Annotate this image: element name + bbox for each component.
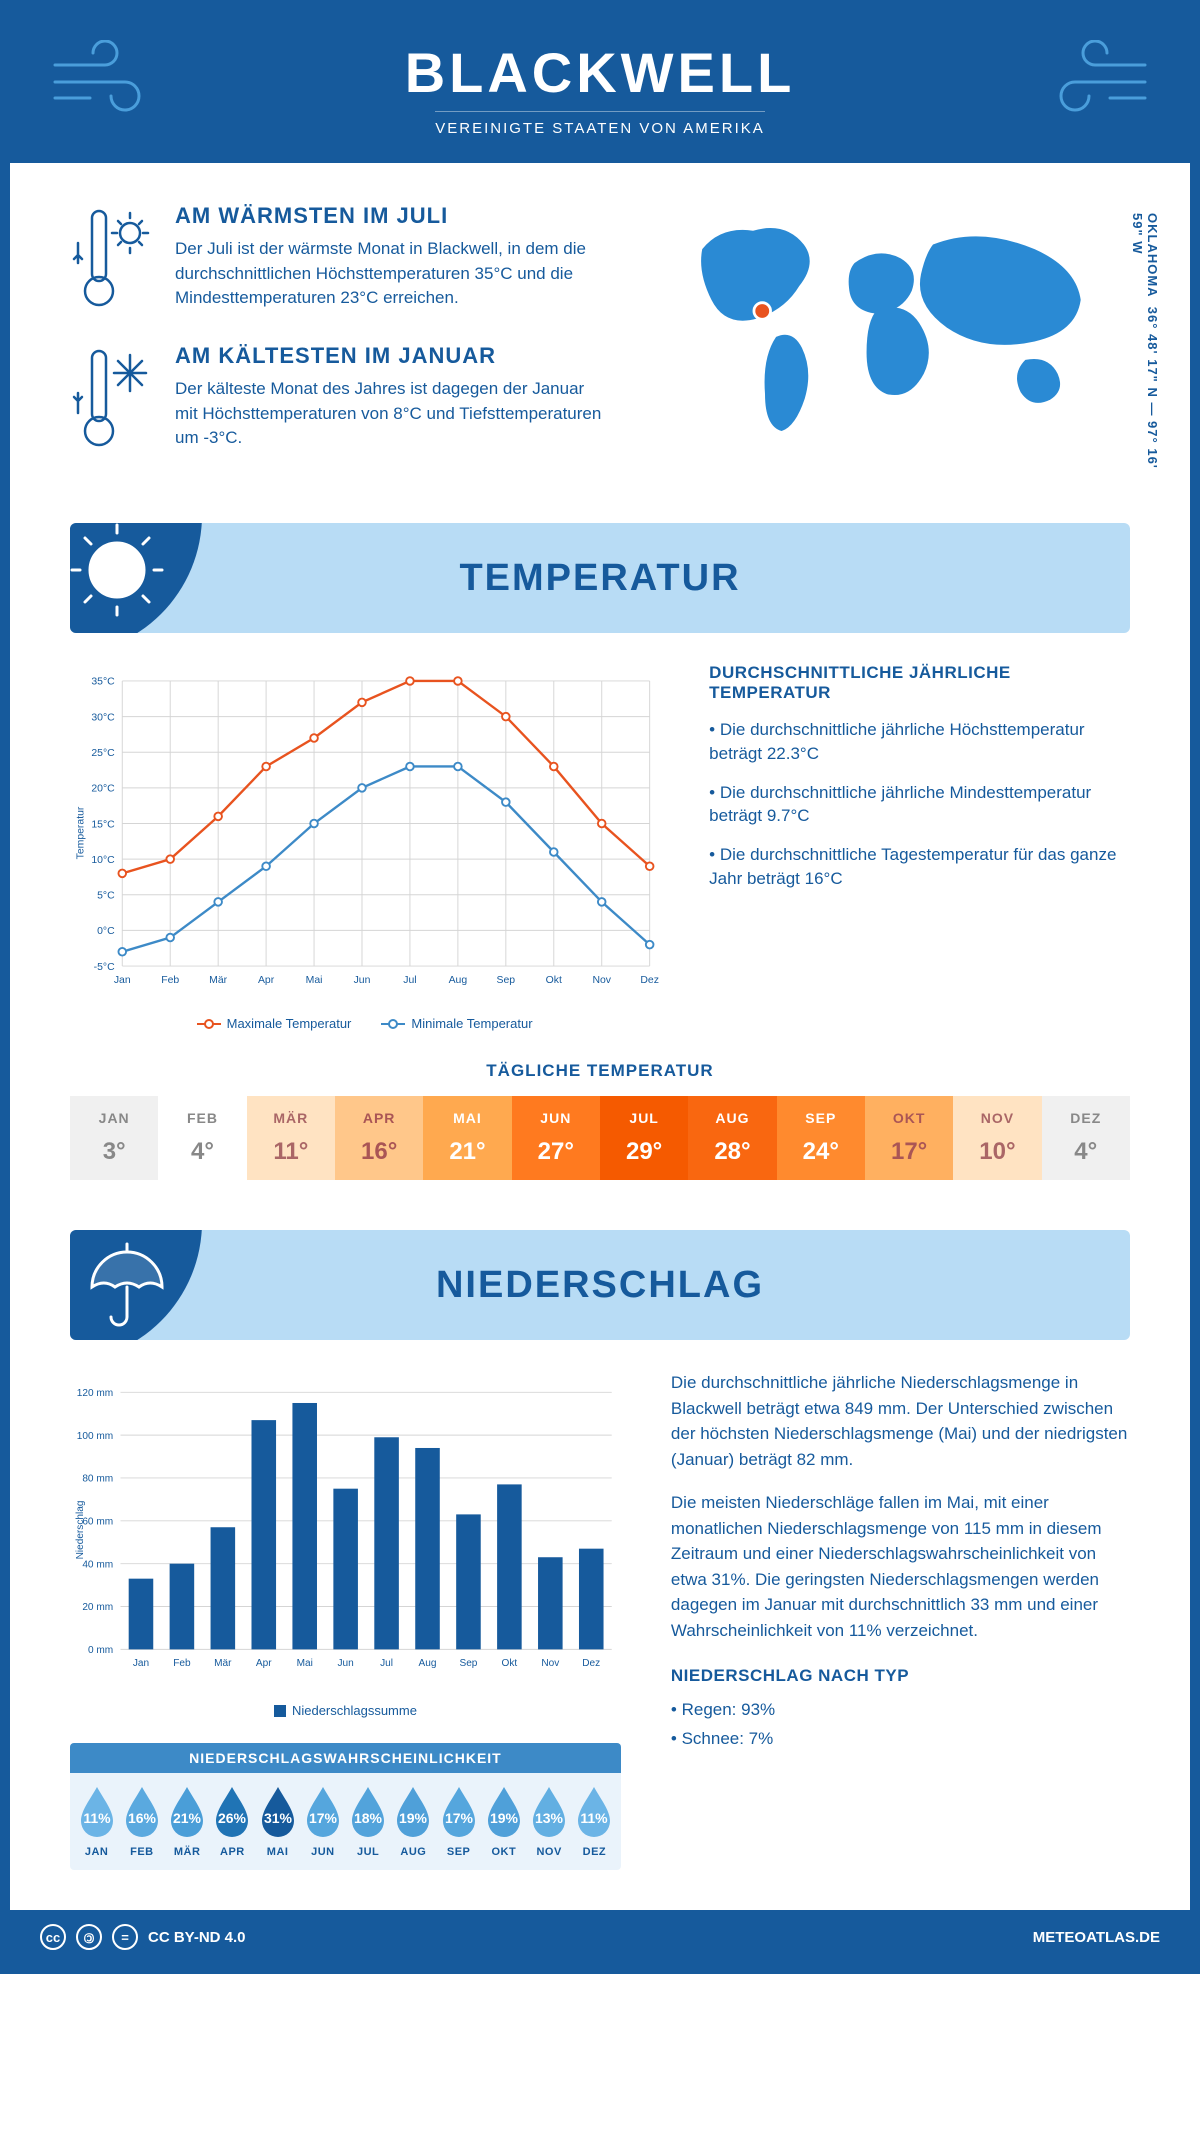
- svg-text:21%: 21%: [173, 1810, 202, 1826]
- svg-text:Jun: Jun: [338, 1658, 354, 1669]
- by-icon: 🄯: [76, 1924, 102, 1950]
- svg-text:Jul: Jul: [380, 1658, 393, 1669]
- thermometer-hot-icon: [70, 203, 155, 313]
- temperature-stats: DURCHSCHNITTLICHE JÄHRLICHE TEMPERATUR •…: [709, 663, 1130, 1031]
- fact-warm-title: AM WÄRMSTEN IM JULI: [175, 203, 604, 229]
- svg-text:20 mm: 20 mm: [82, 1602, 113, 1613]
- site-name: METEOATLAS.DE: [1033, 1929, 1160, 1946]
- daily-temp-heatmap: JAN3°FEB4°MÄR11°APR16°MAI21°JUN27°JUL29°…: [70, 1096, 1130, 1180]
- svg-text:17%: 17%: [309, 1810, 338, 1826]
- section-precip-title: NIEDERSCHLAG: [70, 1264, 1130, 1307]
- svg-text:5°C: 5°C: [97, 891, 115, 902]
- svg-text:17%: 17%: [445, 1810, 474, 1826]
- license: cc 🄯 = CC BY-ND 4.0: [40, 1924, 246, 1950]
- section-temp-title: TEMPERATUR: [70, 557, 1130, 600]
- svg-text:Feb: Feb: [173, 1658, 191, 1669]
- page-title: BLACKWELL: [30, 40, 1170, 105]
- section-precipitation: NIEDERSCHLAG: [70, 1230, 1130, 1340]
- svg-text:13%: 13%: [535, 1810, 564, 1826]
- svg-text:18%: 18%: [354, 1810, 383, 1826]
- svg-text:Sep: Sep: [497, 975, 516, 986]
- svg-text:Sep: Sep: [459, 1658, 477, 1669]
- sun-icon: [70, 523, 202, 633]
- cc-icon: cc: [40, 1924, 66, 1950]
- svg-text:Mär: Mär: [214, 1658, 232, 1669]
- wind-icon-left: [50, 40, 160, 136]
- svg-text:26%: 26%: [218, 1810, 247, 1826]
- svg-text:Jan: Jan: [133, 1658, 149, 1669]
- svg-text:10°C: 10°C: [91, 855, 115, 866]
- svg-text:31%: 31%: [264, 1810, 293, 1826]
- svg-text:Mai: Mai: [297, 1658, 313, 1669]
- footer: cc 🄯 = CC BY-ND 4.0 METEOATLAS.DE: [10, 1910, 1190, 1964]
- svg-text:0°C: 0°C: [97, 926, 115, 937]
- svg-text:Temperatur: Temperatur: [75, 806, 86, 859]
- precip-type-title: NIEDERSCHLAG NACH TYP: [671, 1663, 1130, 1689]
- precip-para-1: Die durchschnittliche jährliche Niedersc…: [671, 1370, 1130, 1472]
- svg-text:Aug: Aug: [449, 975, 468, 986]
- fact-warmest: AM WÄRMSTEN IM JULI Der Juli ist der wär…: [70, 203, 604, 313]
- svg-text:35°C: 35°C: [91, 677, 115, 688]
- thermometer-cold-icon: [70, 343, 155, 453]
- svg-text:Mär: Mär: [209, 975, 227, 986]
- svg-text:Apr: Apr: [258, 975, 275, 986]
- svg-text:16%: 16%: [128, 1810, 157, 1826]
- svg-text:Nov: Nov: [541, 1658, 559, 1669]
- fact-cold-text: Der kälteste Monat des Jahres ist dagege…: [175, 377, 604, 451]
- temperature-chart: -5°C 0°C 5°C 10°C 15°C 20°C 25°C 30°C 35°C Jan Feb…: [70, 663, 659, 1031]
- svg-text:30°C: 30°C: [91, 712, 115, 723]
- fact-cold-title: AM KÄLTESTEN IM JANUAR: [175, 343, 604, 369]
- svg-text:20°C: 20°C: [91, 784, 115, 795]
- prob-title: NIEDERSCHLAGSWAHRSCHEINLICHKEIT: [70, 1743, 621, 1773]
- svg-text:11%: 11%: [581, 1810, 609, 1826]
- svg-text:Dez: Dez: [640, 975, 659, 986]
- svg-text:Okt: Okt: [502, 1658, 518, 1669]
- precipitation-text: Die durchschnittliche jährliche Niedersc…: [671, 1370, 1130, 1870]
- svg-text:80 mm: 80 mm: [82, 1474, 113, 1485]
- precipitation-probability: NIEDERSCHLAGSWAHRSCHEINLICHKEIT 11%JAN16…: [70, 1743, 621, 1870]
- precip-legend: Niederschlagssumme: [70, 1703, 621, 1718]
- coordinates: OKLAHOMA 36° 48' 17" N — 97° 16' 59" W: [1130, 213, 1160, 483]
- umbrella-icon: [70, 1230, 202, 1340]
- svg-text:19%: 19%: [490, 1810, 519, 1826]
- svg-text:15°C: 15°C: [91, 819, 115, 830]
- svg-text:Dez: Dez: [582, 1658, 600, 1669]
- svg-text:Jul: Jul: [403, 975, 416, 986]
- svg-text:19%: 19%: [399, 1810, 428, 1826]
- temp-stats-title: DURCHSCHNITTLICHE JÄHRLICHE TEMPERATUR: [709, 663, 1130, 703]
- precipitation-chart: 0 mm 20 mm 40 mm 60 mm 80 mm 100 mm 120 mm Jan F…: [70, 1370, 621, 1718]
- svg-text:Okt: Okt: [546, 975, 562, 986]
- fact-coldest: AM KÄLTESTEN IM JANUAR Der kälteste Mona…: [70, 343, 604, 453]
- world-map: [644, 203, 1130, 443]
- svg-text:Jun: Jun: [354, 975, 371, 986]
- section-temperature: TEMPERATUR: [70, 523, 1130, 633]
- svg-text:0 mm: 0 mm: [88, 1645, 113, 1656]
- svg-text:60 mm: 60 mm: [82, 1516, 113, 1527]
- svg-text:25°C: 25°C: [91, 748, 115, 759]
- svg-text:-5°C: -5°C: [94, 962, 115, 973]
- svg-text:Feb: Feb: [161, 975, 179, 986]
- fact-warm-text: Der Juli ist der wärmste Monat in Blackw…: [175, 237, 604, 311]
- svg-text:Nov: Nov: [592, 975, 611, 986]
- svg-text:Jan: Jan: [114, 975, 131, 986]
- daily-temp-title: TÄGLICHE TEMPERATUR: [70, 1061, 1130, 1081]
- svg-text:40 mm: 40 mm: [82, 1559, 113, 1570]
- svg-text:11%: 11%: [83, 1810, 111, 1826]
- wind-icon-right: [1040, 40, 1150, 136]
- svg-text:Apr: Apr: [256, 1658, 272, 1669]
- svg-text:Niederschlag: Niederschlag: [75, 1501, 86, 1560]
- temp-legend: Maximale Temperatur Minimale Temperatur: [70, 1016, 659, 1031]
- svg-text:120 mm: 120 mm: [77, 1388, 113, 1399]
- svg-text:Aug: Aug: [419, 1658, 437, 1669]
- header: BLACKWELL VEREINIGTE STAATEN VON AMERIKA: [10, 10, 1190, 163]
- svg-text:Mai: Mai: [306, 975, 323, 986]
- svg-text:100 mm: 100 mm: [77, 1431, 113, 1442]
- nd-icon: =: [112, 1924, 138, 1950]
- precip-para-2: Die meisten Niederschläge fallen im Mai,…: [671, 1490, 1130, 1643]
- page-subtitle: VEREINIGTE STAATEN VON AMERIKA: [435, 111, 765, 137]
